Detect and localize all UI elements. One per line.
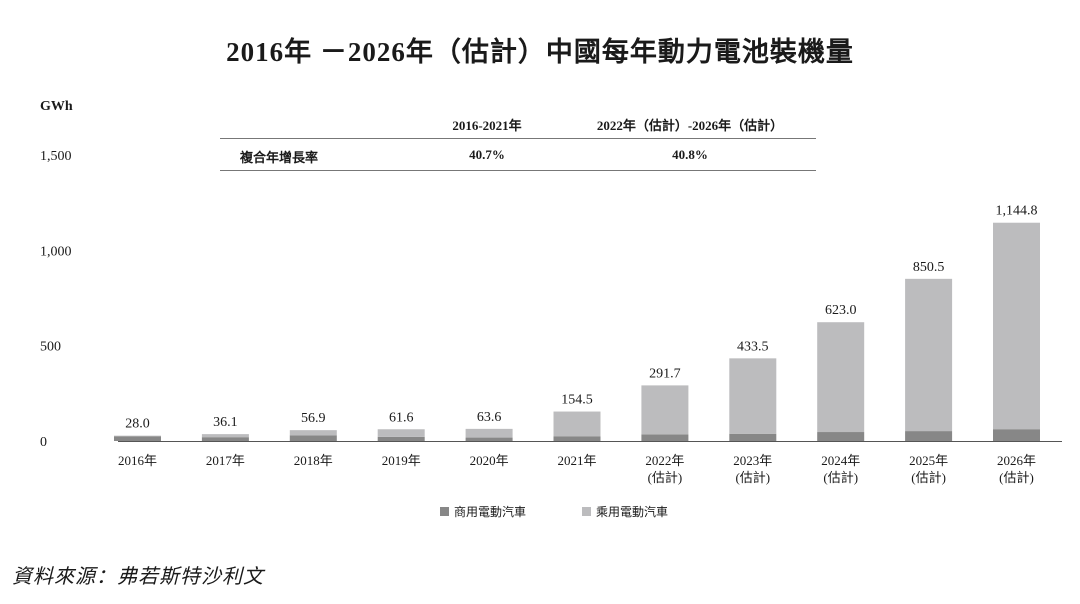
bar-passenger (465, 428, 513, 438)
x-tick-label: (估計) (911, 470, 946, 485)
data-label-total: 291.7 (649, 366, 681, 381)
data-label-total: 154.5 (561, 393, 593, 408)
data-label-total: 56.9 (301, 411, 326, 426)
cagr-row-label: 複合年增長率 (240, 150, 319, 165)
data-label-total: 36.1 (213, 415, 238, 430)
x-tick-label: (估計) (823, 470, 858, 485)
x-tick-label: 2017年 (206, 453, 245, 468)
x-tick-label: 2022年 (645, 453, 684, 468)
source-note: 資料來源：弗若斯特沙利文 (12, 566, 264, 588)
chart-title: 2016年 －2026年（估計）中國每年動力電池裝機量 (226, 37, 854, 67)
legend-item-passenger: 乘用電動汽車 (582, 503, 668, 520)
data-label-total: 63.6 (477, 410, 502, 425)
bar-passenger (201, 434, 249, 438)
cagr-header-period1: 2016-2021年 (452, 118, 522, 133)
y-axis-unit: GWh (40, 99, 73, 114)
bar-passenger (993, 222, 1040, 430)
y-tick-label: 0 (40, 435, 47, 450)
bar-commercial (553, 436, 601, 441)
data-label-total: 61.6 (389, 410, 414, 425)
legend-label-passenger: 乘用電動汽車 (596, 505, 669, 519)
bar-commercial (817, 432, 865, 441)
y-tick-label: 500 (40, 340, 61, 355)
x-tick-label: (估計) (999, 470, 1034, 485)
y-tick-label: 1,000 (40, 244, 72, 259)
x-tick-label: 2024年 (821, 453, 860, 468)
x-tick-label: 2016年 (118, 453, 157, 468)
bar-commercial (905, 431, 953, 441)
data-label-total: 28.0 (125, 417, 150, 432)
cagr-header-period2: 2022年（估計）-2026年（估計） (596, 118, 784, 133)
cagr-table-bottom-rule (220, 170, 816, 171)
bar-commercial (201, 437, 249, 441)
y-tick-label: 1,500 (40, 149, 72, 164)
x-tick-label: (估計) (735, 470, 770, 485)
bar-passenger (553, 411, 601, 437)
x-tick-label: (估計) (648, 470, 683, 485)
bar-commercial (114, 436, 161, 441)
x-tick-label: 2021年 (557, 453, 596, 468)
data-label-total: 623.0 (825, 303, 857, 318)
legend-item-commercial: 商用電動汽車 (440, 503, 526, 520)
bar-passenger (641, 385, 689, 435)
x-tick-label: 2019年 (382, 453, 421, 468)
legend-swatch-commercial (440, 507, 449, 516)
bar-commercial (465, 437, 513, 441)
bar-passenger (905, 278, 953, 432)
cagr-table-divider (220, 138, 816, 139)
legend-label-commercial: 商用電動汽車 (454, 505, 527, 519)
bar-passenger (114, 435, 161, 437)
bar-commercial (993, 429, 1040, 441)
x-tick-label: 2018年 (294, 453, 333, 468)
cagr-value-period2: 40.8% (672, 147, 708, 162)
x-tick-label: 2023年 (733, 453, 772, 468)
bar-passenger (817, 322, 865, 433)
cagr-value-period1: 40.7% (469, 147, 505, 162)
bar-commercial (729, 433, 777, 441)
data-label-total: 1,144.8 (996, 204, 1038, 219)
bar-commercial (289, 435, 337, 441)
x-tick-label: 2026年 (997, 453, 1036, 468)
data-label-total: 433.5 (737, 339, 769, 354)
x-tick-label: 2025年 (909, 453, 948, 468)
bar-passenger (377, 429, 425, 437)
cagr-table: 2016-2021年 2022年（估計）-2026年（估計） 複合年增長率 40… (220, 108, 816, 172)
legend-swatch-passenger (582, 507, 591, 516)
bar-commercial (377, 436, 425, 441)
bar-passenger (289, 430, 337, 436)
bar-passenger (729, 358, 777, 434)
x-tick-label: 2020年 (470, 453, 509, 468)
data-label-total: 850.5 (913, 260, 945, 275)
bar-commercial (641, 434, 689, 441)
